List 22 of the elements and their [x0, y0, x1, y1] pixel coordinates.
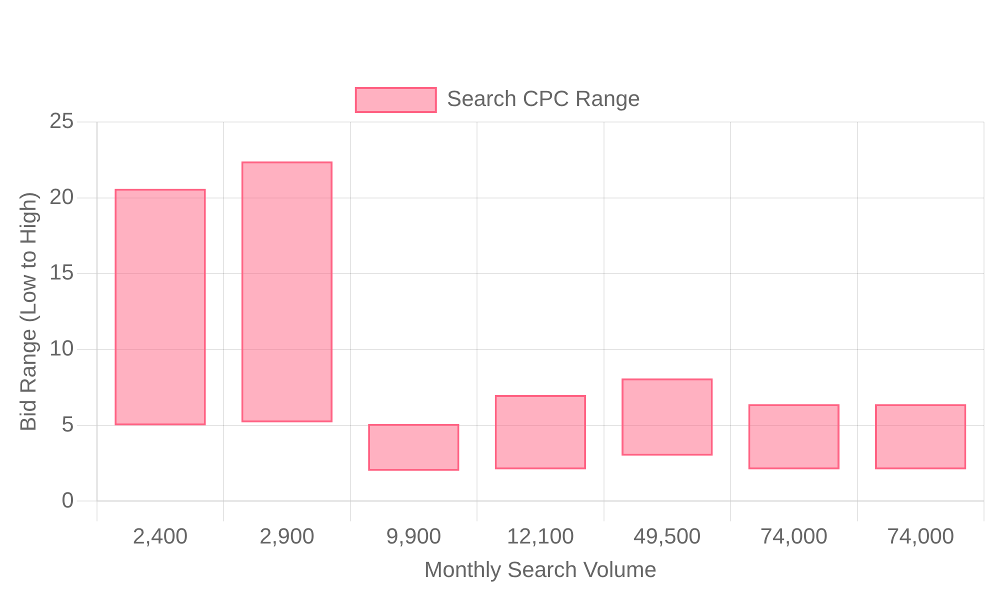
x-tick-label: 9,900	[386, 523, 442, 548]
x-tick-label: 74,000	[886, 523, 954, 548]
y-axis-title: Bid Range (Low to High)	[15, 192, 40, 432]
x-tick-label: 74,000	[760, 523, 828, 548]
x-tick-label: 2,900	[259, 523, 314, 548]
y-tick-label: 0	[62, 487, 74, 512]
x-tick-label: 12,100	[506, 523, 574, 548]
legend-label: Search CPC Range	[446, 86, 640, 112]
bar	[494, 395, 586, 470]
bar	[368, 424, 460, 471]
bar	[748, 404, 840, 470]
y-tick-label: 10	[49, 336, 74, 361]
y-tick-label: 5	[62, 411, 74, 436]
bar	[622, 378, 713, 456]
y-tick-label: 20	[49, 184, 74, 209]
x-tick-label: 2,400	[132, 523, 188, 548]
x-axis-title: Monthly Search Volume	[424, 556, 657, 582]
bar	[875, 404, 966, 470]
bar	[241, 161, 333, 422]
y-tick-label: 25	[49, 108, 74, 134]
y-tick-label: 15	[49, 260, 74, 285]
x-tick-label: 49,500	[634, 523, 701, 548]
